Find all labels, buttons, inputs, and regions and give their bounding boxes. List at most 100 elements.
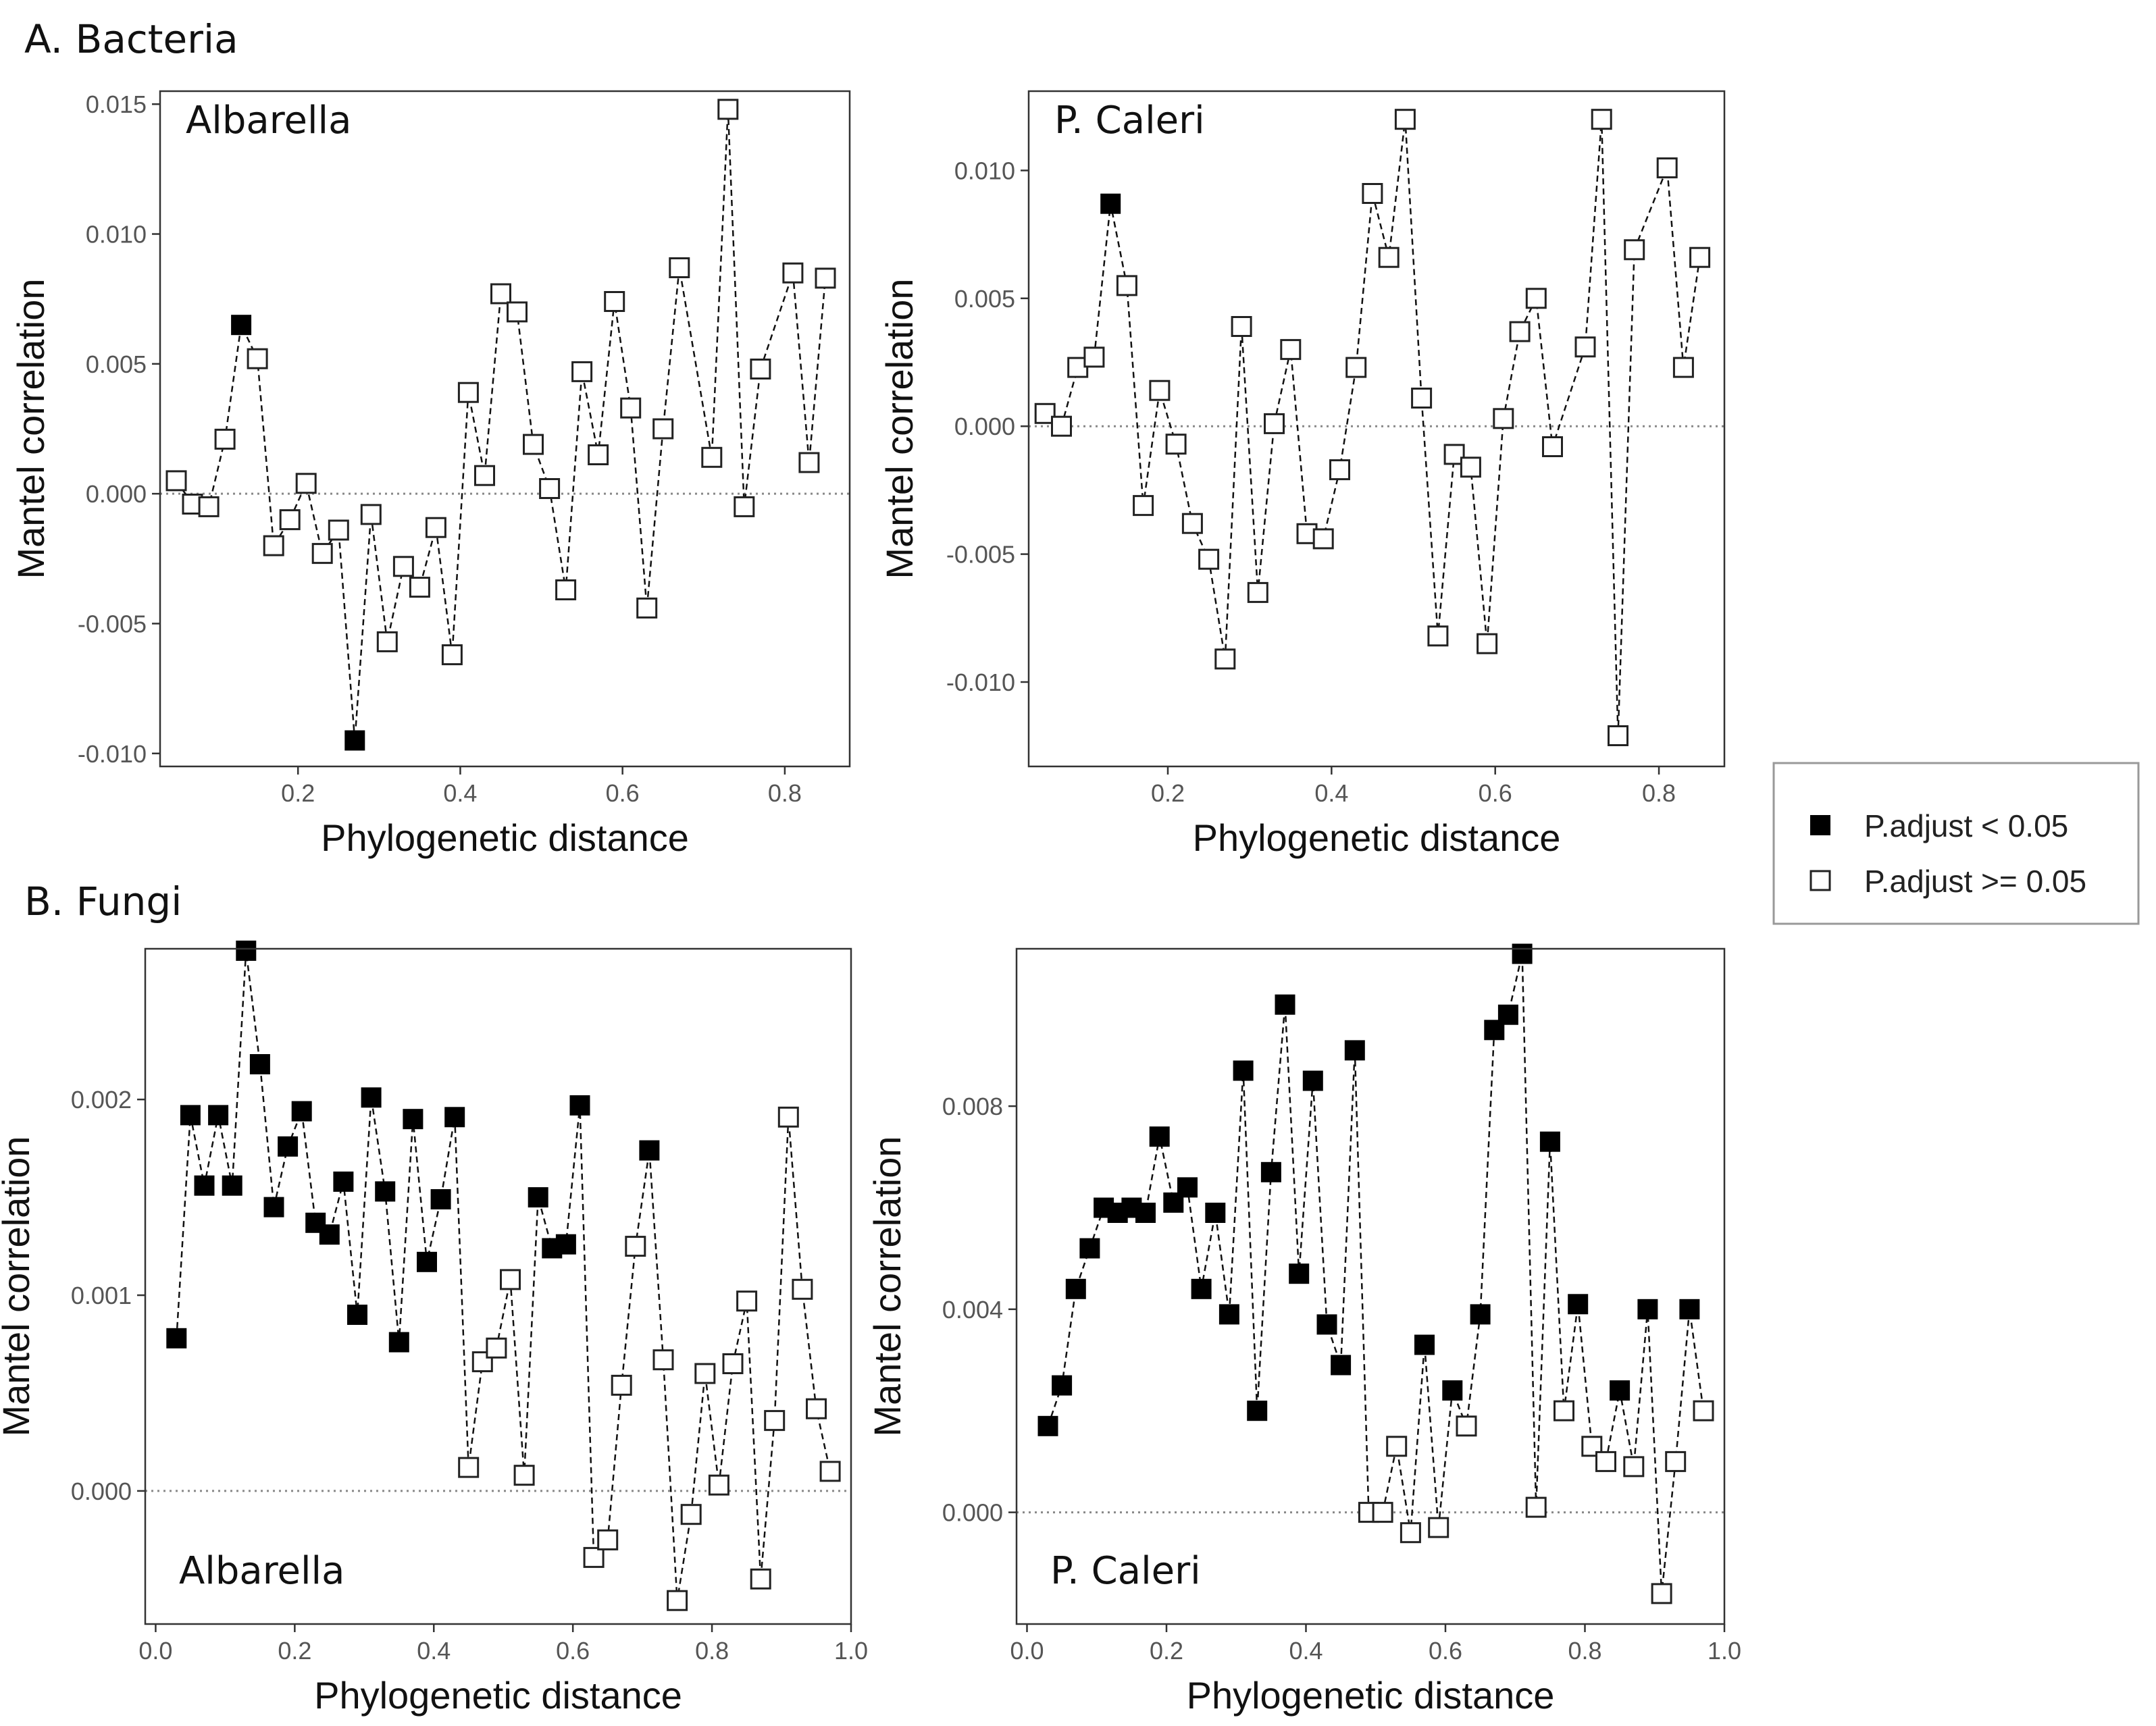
x-tick-label: 0.6	[556, 1637, 590, 1665]
data-point-significant	[1260, 1161, 1281, 1182]
data-point-not-significant	[295, 473, 317, 494]
data-point-not-significant	[457, 382, 479, 403]
data-point-significant	[291, 1101, 312, 1122]
data-point-not-significant	[1525, 1496, 1547, 1518]
data-point-not-significant	[1624, 239, 1645, 261]
x-tick-label: 0.2	[281, 779, 315, 807]
legend-marker-significant	[1810, 815, 1830, 835]
data-point-not-significant	[279, 509, 301, 531]
data-point-not-significant	[722, 1353, 744, 1374]
data-point-significant	[1247, 1401, 1268, 1421]
data-point-not-significant	[1542, 436, 1563, 457]
data-point-significant	[388, 1332, 409, 1353]
data-point-not-significant	[625, 1236, 646, 1257]
data-point-not-significant	[1329, 459, 1350, 481]
plots: 0.2 0.4 0.6 0.8-0.010-0.0050.0000.0050.0100…	[0, 90, 1741, 1717]
data-point-not-significant	[819, 1461, 841, 1482]
x-tick-label: 1.0	[834, 1637, 868, 1665]
data-point-significant	[1135, 1203, 1156, 1223]
data-point-significant	[208, 1105, 229, 1126]
data-point-not-significant	[1214, 648, 1236, 670]
data-point-not-significant	[604, 291, 625, 312]
data-point-significant	[1414, 1334, 1435, 1355]
plot-frame	[144, 947, 852, 1625]
data-point-not-significant	[750, 359, 771, 380]
data-point-significant	[569, 1095, 590, 1116]
data-point-significant	[417, 1251, 437, 1272]
data-point-not-significant	[1386, 1436, 1408, 1457]
data-point-not-significant	[1591, 109, 1612, 130]
data-point-not-significant	[611, 1374, 632, 1396]
data-point-significant	[444, 1107, 465, 1128]
data-point-not-significant	[652, 418, 674, 440]
x-tick-label: 0.2	[278, 1637, 311, 1665]
data-point-significant	[333, 1171, 354, 1192]
data-point-not-significant	[1362, 183, 1383, 204]
data-point-significant	[1512, 943, 1533, 964]
x-tick-label: 1.0	[1708, 1637, 1741, 1665]
data-point-not-significant	[1689, 246, 1711, 268]
data-point-significant	[344, 730, 365, 751]
data-point-not-significant	[486, 1337, 507, 1359]
x-tick-label: 0.6	[1429, 1637, 1462, 1665]
data-point-not-significant	[1595, 1450, 1616, 1472]
panel-label: P. Caleri	[1054, 99, 1205, 142]
data-point-not-significant	[583, 1546, 605, 1568]
data-point-not-significant	[717, 99, 739, 120]
data-point-not-significant	[490, 283, 511, 305]
x-tick-label: 0.8	[695, 1637, 729, 1665]
data-point-not-significant	[750, 1568, 771, 1590]
data-point-significant	[1233, 1060, 1254, 1081]
data-point-not-significant	[1581, 1436, 1603, 1457]
legend-box	[1772, 762, 2140, 925]
y-axis-title: Mantel correlation	[878, 278, 921, 579]
data-point-significant	[236, 940, 257, 961]
data-point-significant	[347, 1305, 367, 1325]
data-point-not-significant	[1116, 275, 1137, 296]
y-tick-label: -0.010	[946, 669, 1015, 696]
data-point-significant	[528, 1187, 548, 1208]
plot-frame	[159, 90, 851, 768]
legend-marker-not-significant	[1810, 870, 1831, 891]
data-point-significant	[249, 1054, 270, 1074]
data-point-significant	[222, 1175, 242, 1196]
data-point-not-significant	[1509, 321, 1531, 342]
data-point-significant	[403, 1109, 424, 1130]
data-point-significant	[1079, 1238, 1100, 1259]
data-point-not-significant	[1051, 415, 1072, 437]
plot-fungi-pcaleri: 0.0 0.2 0.4 0.6 0.8 1.0 0.000 0.004 0.008 Phyloge…	[866, 943, 1741, 1717]
data-point-not-significant	[1460, 456, 1481, 478]
data-point-significant	[1637, 1299, 1658, 1319]
data-point-not-significant	[652, 1349, 674, 1371]
data-point-not-significant	[571, 361, 593, 382]
panel-label: Albarella	[179, 1549, 344, 1593]
data-point-not-significant	[1493, 408, 1514, 429]
data-point-significant	[319, 1224, 340, 1245]
data-point-not-significant	[680, 1504, 702, 1525]
data-point-not-significant	[1427, 625, 1449, 647]
data-point-not-significant	[620, 397, 642, 419]
data-point-significant	[1568, 1294, 1589, 1315]
data-point-significant	[361, 1087, 382, 1108]
data-point-not-significant	[392, 556, 414, 577]
y-tick-label: 0.005	[954, 285, 1015, 313]
data-point-not-significant	[513, 1465, 535, 1486]
data-point-not-significant	[1181, 513, 1203, 534]
data-point-not-significant	[708, 1474, 729, 1496]
x-tick-label: 0.6	[606, 779, 640, 807]
plot-bacteria-albarella: 0.2 0.4 0.6 0.8 -0.010 -0.005 0.000 0.005 0.010 0…	[9, 90, 851, 859]
data-point-not-significant	[1231, 316, 1252, 337]
data-point-not-significant	[311, 543, 333, 565]
data-point-not-significant	[1608, 725, 1628, 746]
legend-label-not-significant: P.adjust >= 0.05	[1864, 864, 2086, 899]
data-point-not-significant	[500, 1269, 521, 1290]
data-point-not-significant	[1574, 336, 1596, 358]
data-point-not-significant	[1477, 633, 1498, 654]
x-axis-title: Phylogenetic distance	[314, 1674, 682, 1717]
data-point-not-significant	[1456, 1415, 1477, 1437]
y-tick-label: 0.000	[942, 1499, 1003, 1527]
data-point-not-significant	[507, 301, 528, 323]
y-tick-label: -0.005	[946, 541, 1015, 569]
data-point-significant	[278, 1136, 299, 1157]
